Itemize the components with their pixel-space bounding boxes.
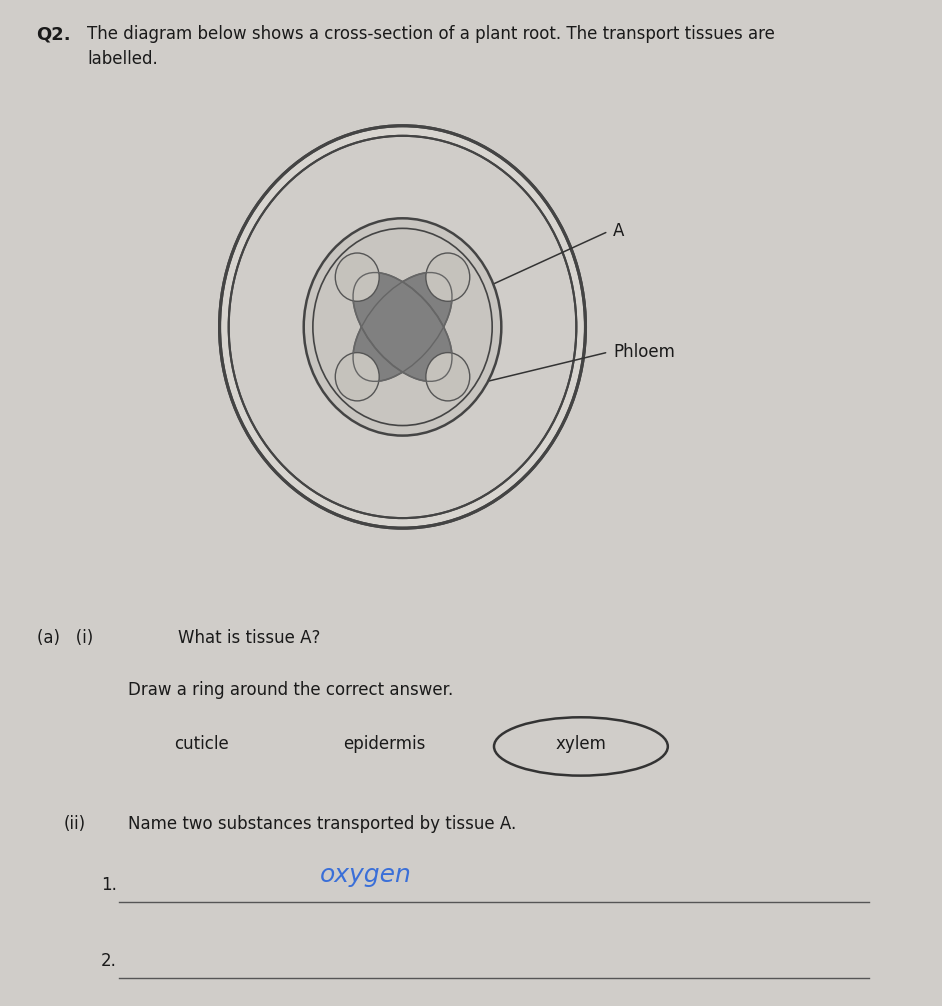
Text: epidermis: epidermis bbox=[343, 735, 426, 753]
Text: oxygen: oxygen bbox=[320, 863, 412, 887]
Text: A: A bbox=[613, 222, 625, 240]
Text: Name two substances transported by tissue A.: Name two substances transported by tissu… bbox=[128, 815, 516, 833]
Text: The diagram below shows a cross-section of a plant root. The transport tissues a: The diagram below shows a cross-section … bbox=[87, 25, 774, 68]
Circle shape bbox=[219, 126, 586, 528]
Circle shape bbox=[426, 254, 470, 302]
Circle shape bbox=[335, 254, 380, 302]
Text: xylem: xylem bbox=[556, 735, 607, 753]
Ellipse shape bbox=[353, 273, 452, 381]
Circle shape bbox=[335, 352, 380, 400]
Text: 1.: 1. bbox=[101, 876, 117, 894]
Ellipse shape bbox=[353, 273, 452, 381]
Text: (ii): (ii) bbox=[64, 815, 86, 833]
Text: Q2.: Q2. bbox=[37, 25, 72, 43]
Text: 2.: 2. bbox=[101, 952, 117, 970]
Circle shape bbox=[229, 136, 577, 518]
Text: What is tissue A?: What is tissue A? bbox=[178, 629, 321, 647]
Circle shape bbox=[303, 218, 501, 436]
Text: Draw a ring around the correct answer.: Draw a ring around the correct answer. bbox=[128, 681, 453, 699]
Circle shape bbox=[426, 352, 470, 400]
Text: Phloem: Phloem bbox=[613, 343, 674, 361]
Text: cuticle: cuticle bbox=[174, 735, 229, 753]
Text: (a)   (i): (a) (i) bbox=[37, 629, 93, 647]
